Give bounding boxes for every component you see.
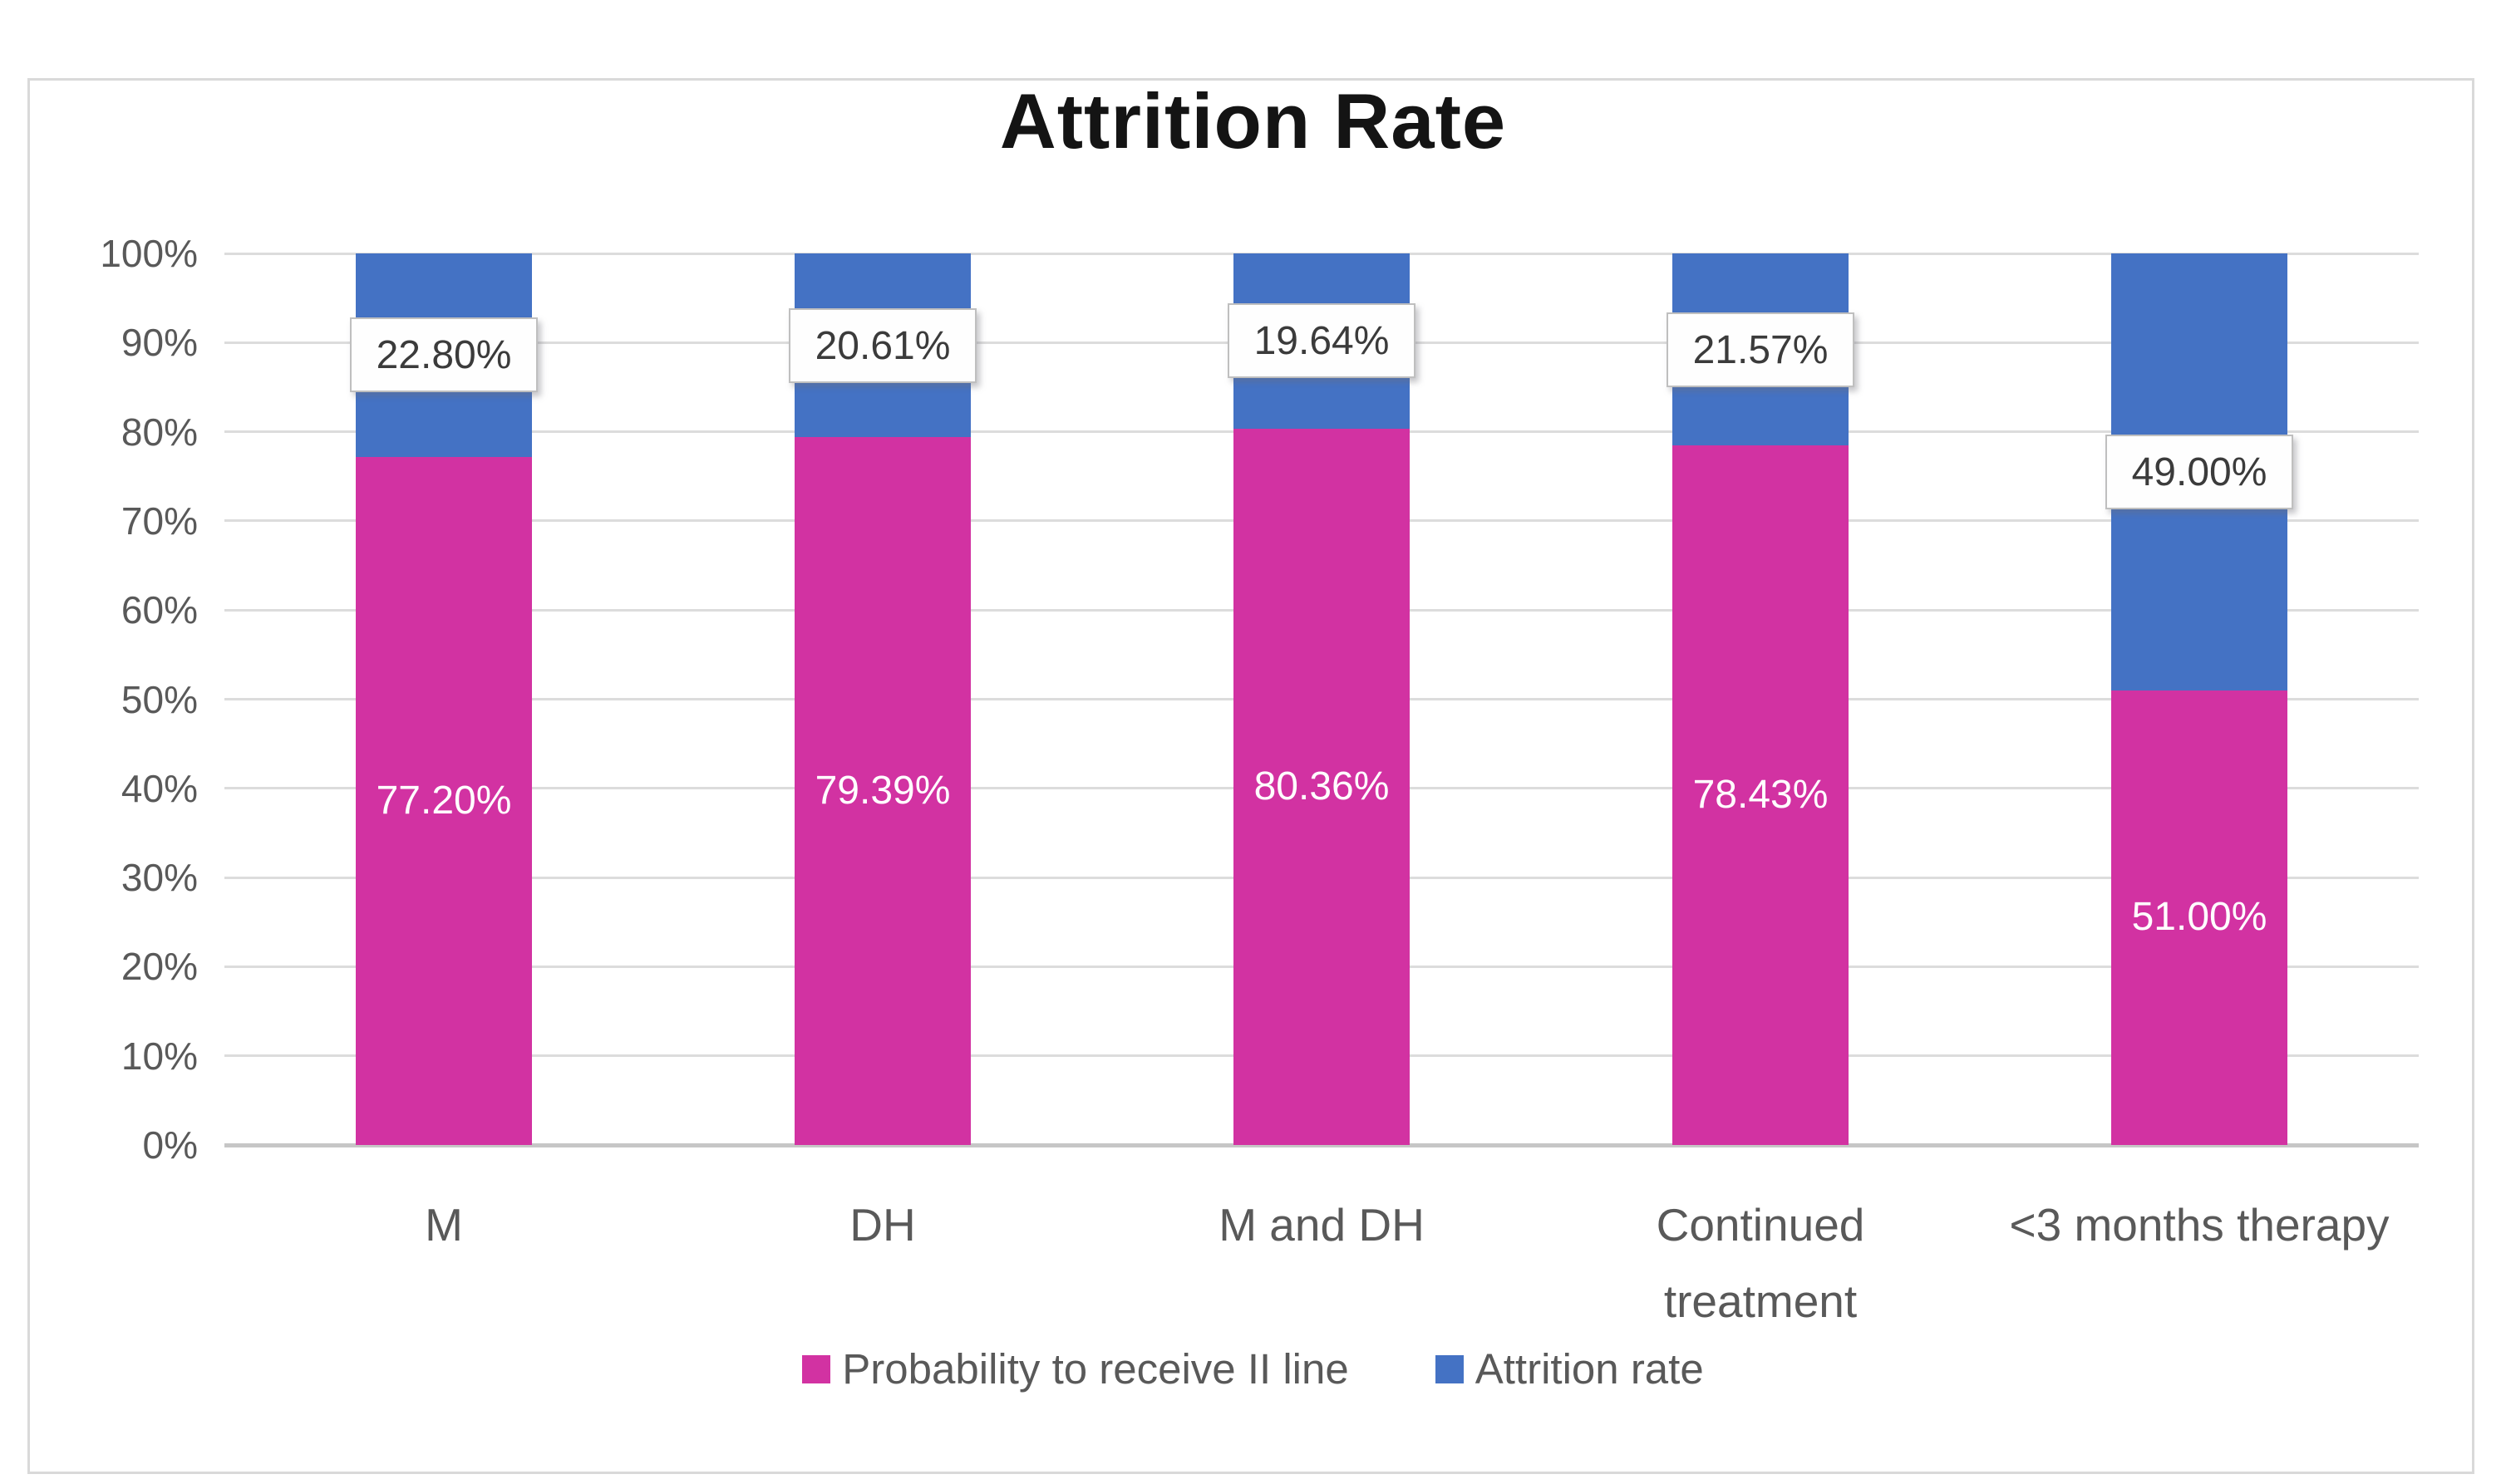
y-axis-tick-label: 50% <box>121 677 198 721</box>
y-axis-tick-label: 60% <box>121 588 198 632</box>
legend-swatch-attrition <box>1435 1354 1464 1383</box>
x-axis-category-label: DH <box>849 1199 916 1251</box>
probability-data-label: 80.36% <box>1253 764 1390 808</box>
x-axis-line <box>224 1142 2419 1147</box>
legend: Probability to receive II line Attrition … <box>0 1344 2506 1393</box>
probability-data-label: 51.00% <box>2131 895 2267 940</box>
y-axis-tick-label: 30% <box>121 856 198 900</box>
bar-segment-probability-ii-line <box>2111 690 2287 1145</box>
y-axis-tick-label: 20% <box>121 945 198 989</box>
x-axis-category-label: M and DH <box>1219 1199 1425 1251</box>
bar-segment-probability-ii-line <box>1233 428 1410 1145</box>
bar-segment-probability-ii-line <box>795 437 971 1145</box>
x-axis-category-label: <3 months therapy <box>2009 1199 2390 1251</box>
attrition-data-label: 22.80% <box>350 317 538 393</box>
probability-data-label: 77.20% <box>376 778 512 823</box>
y-axis-tick-label: 100% <box>100 232 198 275</box>
probability-data-label: 79.39% <box>815 769 951 813</box>
legend-label: Attrition rate <box>1475 1345 1704 1393</box>
chart-title: Attrition Rate <box>999 77 1507 165</box>
attrition-data-label: 19.64% <box>1228 303 1415 379</box>
attrition-data-label: 21.57% <box>1667 312 1854 387</box>
legend-swatch-probability <box>802 1354 831 1383</box>
x-axis-category-label: M <box>425 1199 463 1251</box>
bar-segment-probability-ii-line <box>356 456 532 1145</box>
legend-item: Probability to receive II line <box>802 1344 1349 1393</box>
y-axis-tick-label: 70% <box>121 499 198 543</box>
y-axis-tick-label: 40% <box>121 766 198 810</box>
bar-segment-probability-ii-line <box>1672 445 1849 1145</box>
y-axis-tick-label: 90% <box>121 321 198 365</box>
y-axis-tick-label: 0% <box>142 1123 198 1167</box>
legend-label: Probability to receive II line <box>842 1345 1349 1393</box>
attrition-data-label: 49.00% <box>2105 434 2293 509</box>
x-axis-category-label: Continued treatment <box>1656 1199 1865 1327</box>
attrition-data-label: 20.61% <box>789 307 977 383</box>
y-axis-tick-label: 10% <box>121 1034 198 1078</box>
legend-item: Attrition rate <box>1435 1344 1704 1393</box>
probability-data-label: 78.43% <box>1692 773 1829 818</box>
y-axis-tick-label: 80% <box>121 410 198 454</box>
